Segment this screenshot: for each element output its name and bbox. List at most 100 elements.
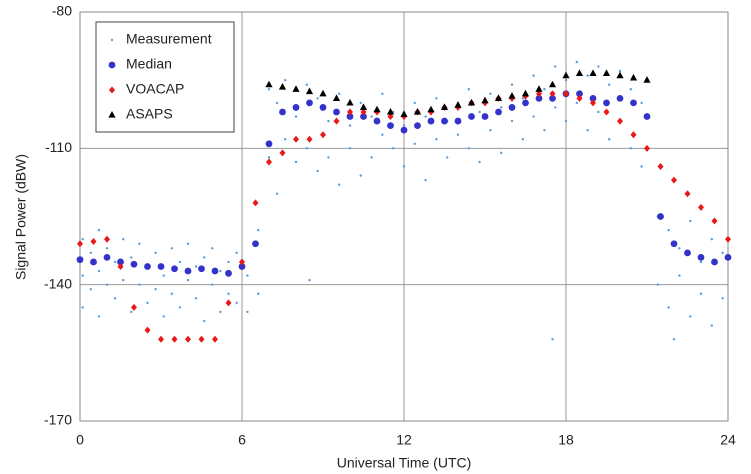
- measurement-point: [575, 60, 578, 64]
- measurement-point: [597, 110, 600, 114]
- asaps-point: [521, 89, 530, 97]
- median-point: [684, 249, 691, 257]
- measurement-point: [478, 160, 481, 164]
- measurement-point: [359, 101, 362, 105]
- measurement-point: [467, 88, 470, 91]
- measurement-point: [267, 88, 271, 91]
- measurement-point: [211, 283, 214, 286]
- median-point: [373, 117, 381, 125]
- measurement-point: [235, 251, 238, 255]
- measurement-point: [348, 124, 352, 127]
- x-axis-label: Universal Time (UTC): [337, 455, 472, 471]
- measurement-point: [211, 247, 214, 250]
- measurement-point: [257, 228, 260, 232]
- measurement-point: [489, 128, 492, 132]
- measurement-point: [275, 101, 279, 105]
- voacap-point: [77, 240, 83, 248]
- measurement-point: [178, 260, 182, 264]
- legend-marker: [108, 111, 116, 118]
- measurement-point: [227, 292, 230, 295]
- measurement-point: [667, 306, 670, 309]
- median-point: [319, 104, 327, 111]
- voacap-point: [131, 303, 137, 311]
- measurement-point: [424, 178, 427, 182]
- voacap-point: [387, 113, 394, 121]
- measurement-point: [402, 124, 406, 127]
- measurement-point: [381, 92, 384, 96]
- voacap-point: [212, 335, 218, 343]
- median-point: [252, 240, 259, 248]
- asaps-point: [427, 105, 435, 113]
- median-point: [522, 99, 529, 107]
- measurement-point: [672, 338, 676, 341]
- x-tick-label: 18: [558, 432, 574, 448]
- voacap-point: [266, 158, 272, 166]
- asaps-point: [575, 69, 584, 76]
- median-point: [495, 108, 502, 116]
- legend-box: [95, 21, 235, 133]
- legend-marker: [109, 86, 115, 94]
- asaps-point: [373, 105, 381, 113]
- median-point: [333, 108, 340, 116]
- median-point: [198, 265, 205, 273]
- median-point: [400, 126, 408, 134]
- voacap-point: [104, 235, 110, 243]
- legend-label: ASAPS: [126, 106, 173, 122]
- median-point: [441, 117, 448, 125]
- measurement-point: [618, 69, 622, 73]
- x-tick-label: 12: [396, 432, 412, 448]
- asaps-point: [481, 96, 489, 104]
- measurement-point: [162, 315, 165, 318]
- measurement-point: [138, 242, 141, 245]
- asaps-point: [292, 85, 300, 92]
- measurement-point: [327, 156, 330, 159]
- median-point: [414, 122, 421, 130]
- measurement-point: [275, 192, 279, 195]
- measurement-point: [640, 165, 643, 168]
- measurement-point: [348, 147, 352, 150]
- median-point: [616, 94, 624, 102]
- median-point: [697, 254, 705, 261]
- measurement-point: [435, 138, 438, 141]
- measurement-point: [608, 138, 611, 141]
- measurement-point: [122, 238, 125, 241]
- voacap-point: [144, 326, 151, 334]
- measurement-point: [402, 165, 406, 168]
- asaps-point: [508, 92, 516, 99]
- measurement-point: [370, 115, 373, 118]
- voacap-point: [576, 94, 583, 102]
- measurement-point: [327, 119, 330, 123]
- x-tick-label: 6: [238, 432, 246, 448]
- measurement-point: [227, 260, 230, 264]
- voacap-point: [590, 99, 596, 107]
- y-axis-label: Signal Power (dBW): [13, 154, 29, 280]
- measurement-point: [554, 65, 557, 68]
- asaps-point: [346, 98, 354, 106]
- measurement-point: [510, 83, 514, 86]
- voacap-point: [279, 149, 286, 157]
- measurement-point: [608, 83, 611, 86]
- legend-marker: [108, 61, 116, 69]
- measurement-point: [575, 101, 578, 105]
- asaps-point: [548, 80, 557, 88]
- legend-marker: [110, 38, 114, 42]
- measurement-point: [316, 97, 319, 100]
- measurement-point: [178, 306, 182, 309]
- voacap-point: [306, 135, 313, 143]
- median-point: [535, 94, 543, 102]
- voacap-point: [536, 90, 542, 98]
- measurement-point: [308, 278, 311, 282]
- measurement-point: [219, 310, 222, 314]
- measurement-point: [294, 115, 298, 118]
- asaps-point: [467, 98, 476, 106]
- legend-label: Measurement: [126, 31, 212, 47]
- median-point: [724, 254, 732, 261]
- median-point: [157, 263, 165, 270]
- measurement-point: [246, 310, 249, 314]
- measurement-point: [640, 101, 643, 105]
- asaps-point: [305, 87, 314, 95]
- median-point: [279, 108, 286, 116]
- measurement-point: [294, 160, 298, 164]
- asaps-point: [602, 69, 611, 76]
- measurement-point: [81, 306, 84, 309]
